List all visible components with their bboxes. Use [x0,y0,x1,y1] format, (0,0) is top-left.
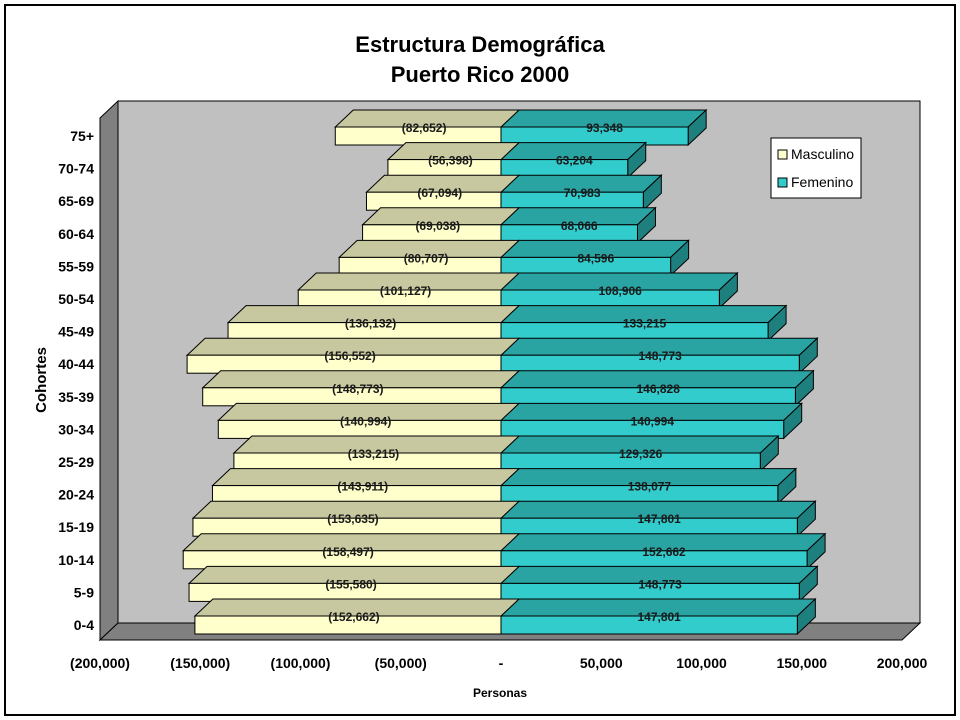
y-tick-label: 20-24 [58,487,94,503]
y-tick-label: 75+ [70,128,94,144]
side-wall [99,99,119,642]
chart-subtitle: Puerto Rico 2000 [391,62,570,87]
data-label-femenino: 63,204 [556,154,593,168]
data-label-femenino: 138,077 [628,480,672,494]
data-label-femenino: 147,801 [637,610,681,624]
y-tick-label: 30-34 [58,421,94,437]
data-label-masculino: (153,635) [327,512,378,526]
y-tick-label: 0-4 [74,617,94,633]
data-label-masculino: (69,038) [415,219,460,233]
data-label-masculino: (156,552) [324,349,375,363]
x-tick-label: (50,000) [375,655,427,671]
data-label-femenino: 148,773 [638,349,682,363]
data-label-masculino: (56,398) [428,154,473,168]
x-tick-label: 200,000 [877,655,928,671]
data-label-femenino: 84,596 [577,251,614,265]
x-tick-labels-group: (200,000) (150,000) (100,000) (50,000) - 50,0… [70,655,927,671]
data-label-masculino: (101,127) [380,284,431,298]
data-label-femenino: 148,773 [638,577,682,591]
bar-masculino [194,615,502,635]
data-label-masculino: (67,094) [417,186,462,200]
data-labels-group: (82,652) 93,348 (56,398) 63,204 (67,094) 70,9… [322,121,686,624]
y-tick-label: 65-69 [58,193,94,209]
data-label-femenino: 152,662 [642,545,686,559]
data-label-masculino: (152,662) [328,610,379,624]
y-tick-label: 35-39 [58,389,94,405]
x-axis-title: Personas [473,686,527,700]
y-tick-label: 45-49 [58,324,94,340]
x-tick-label: 150,000 [776,655,827,671]
x-tick-label: 100,000 [676,655,727,671]
data-label-femenino: 93,348 [586,121,623,135]
data-label-masculino: (82,652) [402,121,447,135]
data-label-masculino: (133,215) [348,447,399,461]
legend-label-masculino: Masculino [791,146,854,162]
data-label-femenino: 140,994 [631,414,675,428]
y-tick-label: 25-29 [58,454,94,470]
legend-label-femenino: Femenino [791,174,853,190]
y-tick-label: 10-14 [58,552,94,568]
data-label-masculino: (80,707) [404,251,449,265]
y-tick-label: 70-74 [58,161,94,177]
x-tick-label: (100,000) [271,655,331,671]
y-tick-label: 5-9 [74,584,94,600]
data-label-femenino: 70,983 [564,186,601,200]
data-label-femenino: 147,801 [637,512,681,526]
data-label-femenino: 108,906 [598,284,642,298]
y-tick-label: 60-64 [58,226,94,242]
data-label-femenino: 68,066 [561,219,598,233]
data-label-femenino: 129,326 [619,447,663,461]
y-tick-label: 50-54 [58,291,94,307]
bars-group [181,108,827,636]
chart-title: Estructura Demográfica [355,32,605,57]
y-tick-label: 15-19 [58,519,94,535]
x-tick-label: - [499,655,504,671]
data-label-femenino: 146,828 [636,382,680,396]
y-tick-label: 55-59 [58,258,94,274]
data-label-masculino: (158,497) [322,545,373,559]
legend-swatch-masculino [777,149,788,160]
x-tick-label: (150,000) [170,655,230,671]
data-label-masculino: (136,132) [345,317,396,331]
data-label-masculino: (143,911) [337,480,388,494]
data-label-masculino: (140,994) [340,414,391,428]
data-label-masculino: (155,580) [325,577,376,591]
legend-swatch-femenino [777,177,788,188]
data-label-femenino: 133,215 [623,317,667,331]
x-tick-label: 50,000 [580,655,623,671]
x-tick-label: (200,000) [70,655,130,671]
y-tick-labels-group: 75+ 70-74 65-69 60-64 55-59 50-54 45-49 40-44 35… [58,128,94,633]
data-label-masculino: (148,773) [332,382,383,396]
y-tick-label: 40-44 [58,356,94,372]
legend-box [770,137,862,199]
legend: Masculino Femenino [770,137,862,199]
y-axis-title: Cohortes [33,347,50,413]
